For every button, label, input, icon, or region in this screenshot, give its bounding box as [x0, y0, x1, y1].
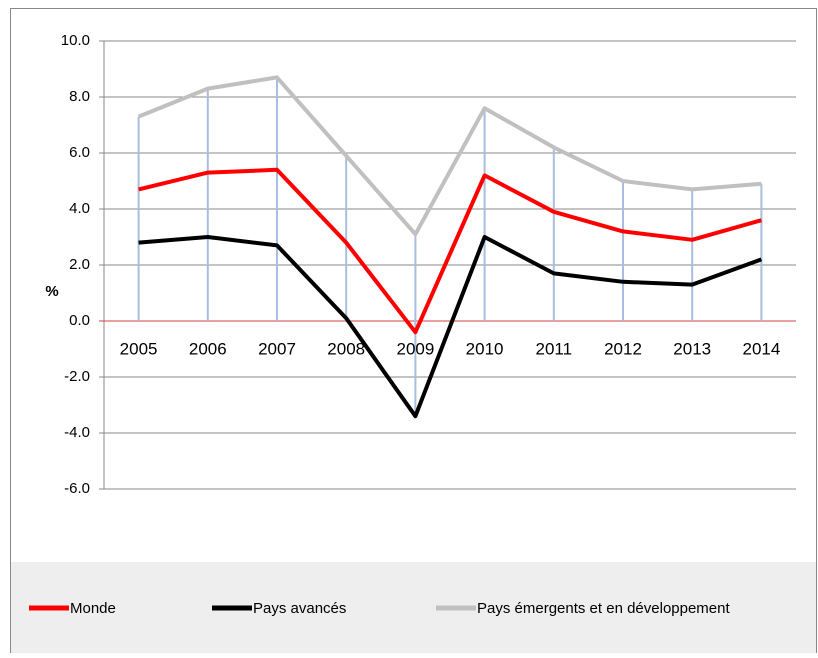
x-tick-label: 2007: [258, 339, 296, 358]
x-tick-label: 2010: [466, 339, 504, 358]
series-line: [137, 75, 762, 237]
x-tick-label: 2008: [327, 339, 365, 358]
x-tick-label: 2006: [189, 339, 227, 358]
y-tick-label: 2.0: [69, 256, 90, 273]
chart-frame: [10, 8, 817, 658]
series-line: [138, 167, 762, 335]
legend-label: Pays émergents et en développement: [477, 600, 730, 617]
y-tick-label: -2.0: [64, 368, 90, 385]
y-tick-label: 8.0: [69, 88, 90, 105]
series-line: [138, 235, 763, 419]
y-tick-label: -6.0: [64, 480, 90, 497]
x-tick-label: 2009: [396, 339, 434, 358]
y-tick-label: 6.0: [69, 144, 90, 161]
y-tick-label: -4.0: [64, 424, 90, 441]
x-tick-label: 2013: [673, 339, 711, 358]
legend-area: [11, 562, 816, 653]
x-tick-label: 2014: [742, 339, 780, 358]
x-tick-label: 2012: [604, 339, 642, 358]
y-tick-label: 4.0: [69, 200, 90, 217]
y-tick-label: 10.0: [61, 32, 90, 49]
x-tick-label: 2005: [120, 339, 158, 358]
y-axis-label: %: [45, 283, 58, 300]
legend-label: Pays avancés: [253, 600, 346, 617]
x-tick-label: 2011: [536, 339, 573, 358]
legend-label: Monde: [70, 600, 116, 617]
y-tick-label: 0.0: [69, 312, 90, 329]
